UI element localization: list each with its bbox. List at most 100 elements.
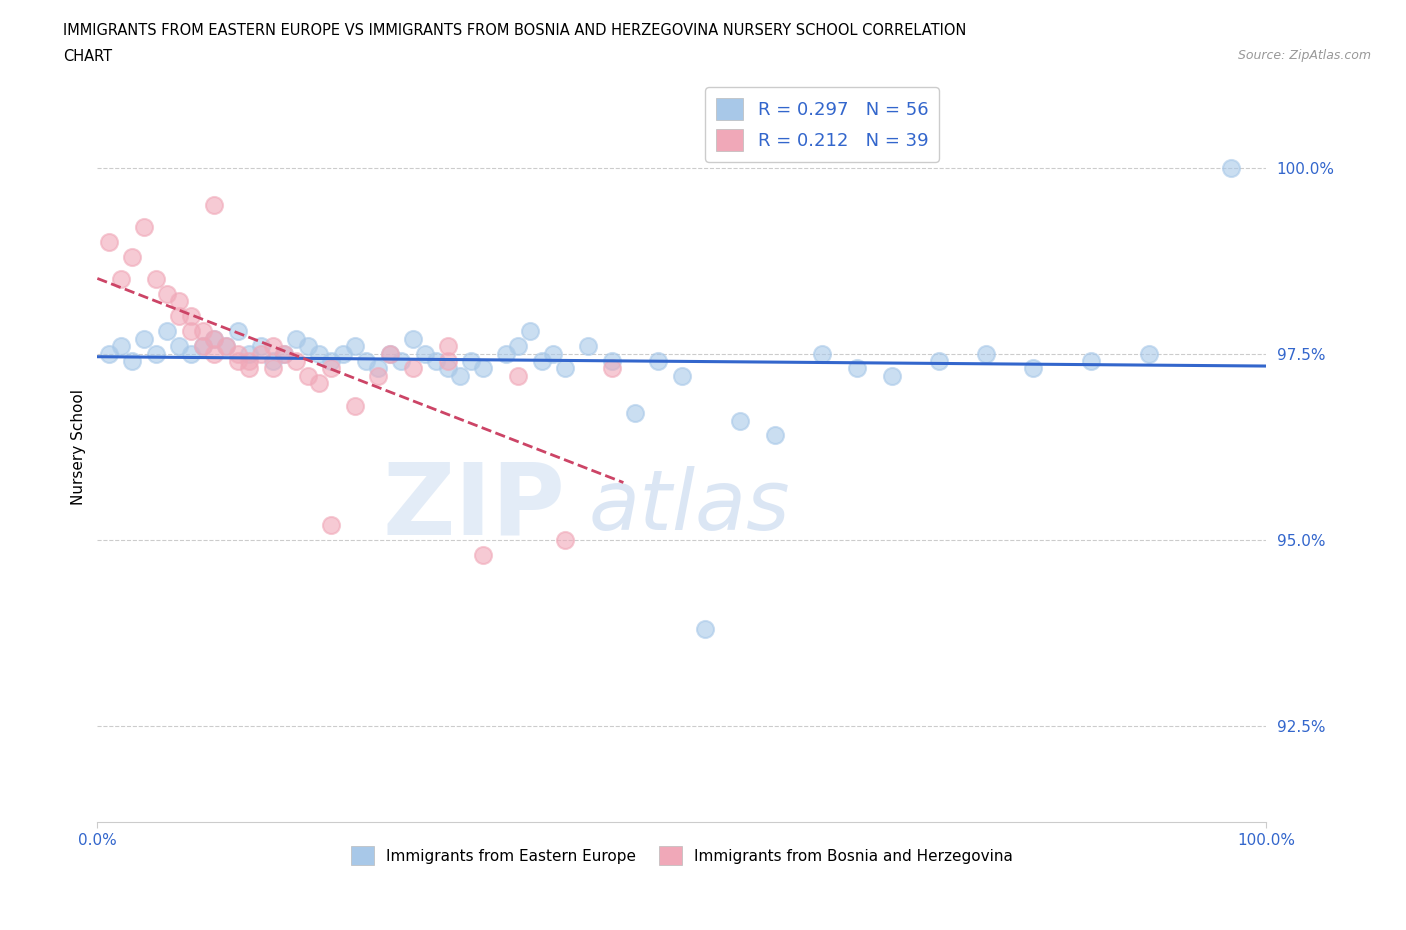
- Point: [647, 353, 669, 368]
- Point: [508, 368, 530, 383]
- Point: [354, 353, 377, 368]
- Point: [167, 294, 190, 309]
- Point: [1080, 353, 1102, 368]
- Point: [576, 339, 599, 353]
- Point: [367, 368, 389, 383]
- Point: [508, 339, 530, 353]
- Legend: Immigrants from Eastern Europe, Immigrants from Bosnia and Herzegovina: Immigrants from Eastern Europe, Immigran…: [344, 841, 1019, 871]
- Point: [343, 339, 366, 353]
- Point: [226, 346, 249, 361]
- Point: [413, 346, 436, 361]
- Point: [202, 331, 225, 346]
- Point: [180, 346, 202, 361]
- Point: [402, 331, 425, 346]
- Point: [145, 346, 167, 361]
- Point: [1021, 361, 1043, 376]
- Point: [250, 339, 273, 353]
- Point: [273, 346, 295, 361]
- Point: [882, 368, 904, 383]
- Y-axis label: Nursery School: Nursery School: [72, 389, 86, 505]
- Point: [250, 346, 273, 361]
- Point: [928, 353, 950, 368]
- Point: [624, 405, 647, 420]
- Point: [378, 346, 401, 361]
- Point: [156, 286, 179, 301]
- Point: [308, 346, 330, 361]
- Point: [167, 339, 190, 353]
- Point: [110, 272, 132, 286]
- Point: [437, 339, 460, 353]
- Text: atlas: atlas: [588, 466, 790, 547]
- Point: [273, 346, 295, 361]
- Point: [202, 331, 225, 346]
- Point: [121, 249, 143, 264]
- Point: [437, 361, 460, 376]
- Point: [472, 547, 495, 562]
- Point: [226, 324, 249, 339]
- Point: [191, 324, 214, 339]
- Point: [554, 532, 576, 547]
- Point: [519, 324, 541, 339]
- Point: [180, 324, 202, 339]
- Point: [846, 361, 869, 376]
- Point: [226, 353, 249, 368]
- Point: [215, 339, 238, 353]
- Point: [321, 517, 343, 532]
- Point: [297, 339, 319, 353]
- Point: [321, 353, 343, 368]
- Point: [180, 309, 202, 324]
- Point: [191, 339, 214, 353]
- Point: [974, 346, 997, 361]
- Text: ZIP: ZIP: [382, 458, 565, 555]
- Point: [238, 346, 260, 361]
- Text: Source: ZipAtlas.com: Source: ZipAtlas.com: [1237, 49, 1371, 62]
- Point: [215, 339, 238, 353]
- Point: [297, 368, 319, 383]
- Point: [110, 339, 132, 353]
- Point: [191, 339, 214, 353]
- Point: [378, 346, 401, 361]
- Point: [156, 324, 179, 339]
- Point: [238, 353, 260, 368]
- Point: [437, 353, 460, 368]
- Point: [121, 353, 143, 368]
- Point: [98, 234, 121, 249]
- Point: [308, 376, 330, 391]
- Point: [343, 398, 366, 413]
- Point: [1220, 160, 1243, 175]
- Text: CHART: CHART: [63, 49, 112, 64]
- Point: [367, 361, 389, 376]
- Point: [600, 353, 623, 368]
- Point: [425, 353, 447, 368]
- Point: [402, 361, 425, 376]
- Point: [1139, 346, 1161, 361]
- Point: [541, 346, 564, 361]
- Point: [202, 197, 225, 212]
- Point: [145, 272, 167, 286]
- Point: [98, 346, 121, 361]
- Point: [132, 331, 155, 346]
- Point: [730, 413, 752, 428]
- Text: IMMIGRANTS FROM EASTERN EUROPE VS IMMIGRANTS FROM BOSNIA AND HERZEGOVINA NURSERY: IMMIGRANTS FROM EASTERN EUROPE VS IMMIGR…: [63, 23, 967, 38]
- Point: [262, 361, 284, 376]
- Point: [811, 346, 834, 361]
- Point: [460, 353, 482, 368]
- Point: [132, 219, 155, 234]
- Point: [285, 331, 308, 346]
- Point: [262, 353, 284, 368]
- Point: [167, 309, 190, 324]
- Point: [238, 361, 260, 376]
- Point: [763, 428, 786, 443]
- Point: [321, 361, 343, 376]
- Point: [600, 361, 623, 376]
- Point: [449, 368, 471, 383]
- Point: [262, 339, 284, 353]
- Point: [671, 368, 693, 383]
- Point: [530, 353, 553, 368]
- Point: [285, 353, 308, 368]
- Point: [495, 346, 517, 361]
- Point: [202, 346, 225, 361]
- Point: [332, 346, 354, 361]
- Point: [472, 361, 495, 376]
- Point: [389, 353, 412, 368]
